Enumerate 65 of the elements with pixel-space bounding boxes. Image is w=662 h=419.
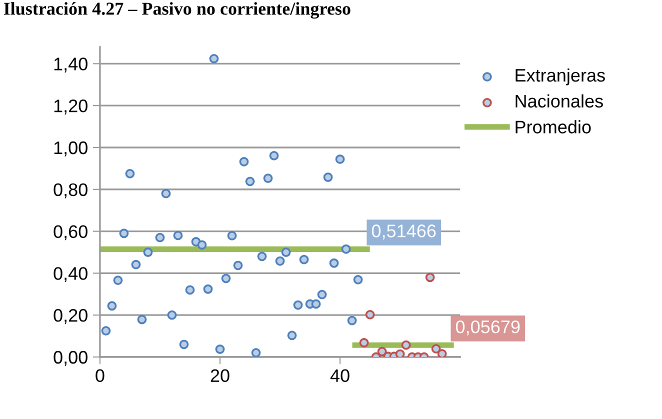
point xyxy=(101,326,111,336)
point xyxy=(245,176,255,186)
point xyxy=(329,258,339,268)
point xyxy=(257,252,267,262)
point xyxy=(293,300,303,310)
point xyxy=(131,260,141,270)
point xyxy=(233,260,243,270)
y-tick-label: 1,40 xyxy=(54,58,88,73)
point xyxy=(317,290,327,300)
chart-title: Ilustración 4.27 – Pasivo no corriente/ingreso xyxy=(4,2,350,19)
point xyxy=(431,344,441,354)
point xyxy=(263,174,273,183)
point xyxy=(209,54,219,64)
point xyxy=(365,310,375,320)
point xyxy=(401,340,411,350)
point xyxy=(113,276,123,286)
legend-label: Nacionales xyxy=(516,94,603,108)
point xyxy=(239,157,249,166)
point xyxy=(347,316,357,326)
point xyxy=(311,299,321,309)
point xyxy=(437,349,447,357)
point xyxy=(269,150,279,160)
point xyxy=(161,188,171,198)
point xyxy=(341,244,351,254)
point xyxy=(155,232,165,242)
y-tick-label: 1,00 xyxy=(54,141,88,156)
y-tick-label: 0,60 xyxy=(54,225,88,240)
point xyxy=(179,340,189,350)
legend-label: Promedio xyxy=(516,120,591,134)
legend-label: Extranjeras xyxy=(516,68,605,86)
point xyxy=(185,285,195,295)
point xyxy=(323,172,333,182)
point xyxy=(359,338,369,348)
y-tick-label: 0,80 xyxy=(54,183,88,198)
data-label: 0,51466 xyxy=(372,224,436,240)
point xyxy=(107,301,117,311)
point xyxy=(167,310,177,320)
x-tick-label: 40 xyxy=(330,369,350,382)
point xyxy=(197,240,207,250)
point xyxy=(353,274,363,284)
point xyxy=(299,254,309,264)
x-tick-label: 20 xyxy=(210,369,230,382)
y-tick-label: 0,00 xyxy=(54,350,88,366)
point xyxy=(137,314,147,324)
point xyxy=(215,344,225,354)
point xyxy=(173,230,183,240)
y-tick-label: 0,20 xyxy=(54,309,88,324)
point xyxy=(287,330,297,340)
data-label: 0,05679 xyxy=(456,320,520,336)
point xyxy=(143,248,153,257)
point xyxy=(335,154,345,164)
point xyxy=(251,348,261,357)
point xyxy=(227,230,237,240)
point xyxy=(221,274,231,284)
y-tick-label: 1,20 xyxy=(54,100,88,114)
x-tick-label: 0 xyxy=(96,369,104,382)
point xyxy=(377,346,387,356)
y-tick-label: 0,40 xyxy=(54,267,88,282)
point xyxy=(281,248,291,257)
point xyxy=(125,168,135,178)
point xyxy=(119,228,129,238)
point xyxy=(395,349,405,357)
point xyxy=(203,284,213,294)
point xyxy=(425,272,435,282)
point xyxy=(275,256,285,266)
